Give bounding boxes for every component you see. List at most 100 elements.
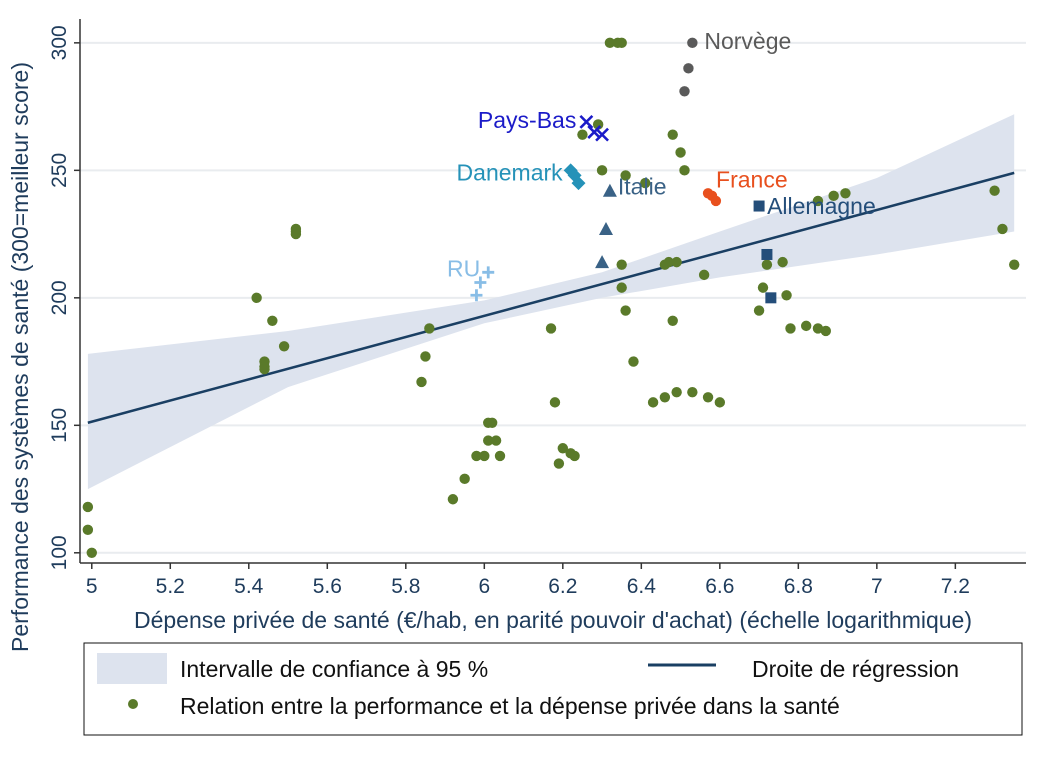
allemagne-label: Allemagne [767, 193, 876, 219]
background-point-49-shape [671, 386, 682, 398]
background-point-26-shape [553, 458, 565, 469]
background-point-25 [549, 397, 561, 408]
background-point-40-shape [628, 356, 639, 367]
background-point-54 [702, 392, 714, 403]
background-point-17 [471, 450, 482, 462]
confidence-band [87, 114, 1015, 490]
background-point-7 [267, 315, 278, 326]
background-point-50-shape [675, 147, 686, 158]
background-point-35 [616, 37, 627, 49]
background-point-65-shape [820, 325, 832, 337]
background-point-56 [753, 305, 765, 316]
legend-band-swatch [97, 653, 167, 684]
background-point-43-shape [659, 392, 671, 403]
y-tick-label-250: 250 [48, 153, 71, 188]
y-tick-label-300: 300 [48, 25, 71, 60]
background-point-13 [420, 351, 431, 362]
y-tick-label-150: 150 [48, 408, 71, 443]
background-point-50 [675, 147, 686, 158]
background-point-2 [86, 547, 97, 559]
legend: Intervalle de confiance à 95 % Droite de… [83, 642, 1023, 736]
background-point-42 [647, 397, 659, 408]
background-point-18 [479, 450, 490, 462]
x-tick-label-7.2: 7.2 [941, 575, 970, 598]
background-point-6 [259, 364, 270, 375]
background-point-58 [761, 259, 773, 270]
ru-point-1-shape [474, 276, 487, 289]
allemagne-point-1-shape [761, 248, 773, 260]
background-point-18-shape [479, 450, 490, 462]
background-point-0-shape [82, 501, 94, 513]
pays-bas-point-2-shape [595, 127, 609, 142]
background-point-65 [820, 325, 832, 337]
x-tick-label-5.4: 5.4 [234, 575, 264, 598]
background-point-8-shape [278, 341, 290, 352]
background-point-61-shape [785, 323, 796, 334]
background-point-67 [840, 188, 851, 199]
background-point-3 [251, 292, 262, 304]
background-point-3-shape [251, 292, 262, 304]
background-point-52-shape [687, 386, 698, 398]
norv-ge-point-2-shape [679, 86, 690, 97]
pays-bas-point-0-shape [579, 114, 594, 129]
pays-bas-point-2 [595, 127, 609, 142]
x-tick-label-5: 5 [86, 575, 98, 598]
danemark-label: Danemark [457, 159, 564, 185]
x-tick-label-5.2: 5.2 [156, 575, 185, 598]
y-tick-label-200: 200 [48, 280, 71, 315]
background-point-25-shape [549, 397, 561, 408]
background-point-60 [781, 290, 792, 301]
background-point-46 [667, 315, 678, 326]
norv-ge-point-0-shape [687, 37, 698, 49]
ru-point-2-shape [470, 289, 483, 302]
pays-bas-point-1 [587, 125, 602, 140]
background-point-68 [989, 185, 1000, 196]
background-point-57-shape [757, 282, 769, 293]
x-tick-label-6.2: 6.2 [548, 575, 577, 598]
background-point-21-shape [486, 417, 498, 428]
italie-point-2-shape [595, 255, 610, 269]
x-tick-label-6.6: 6.6 [705, 575, 734, 598]
background-point-13-shape [420, 351, 431, 362]
ru-label: RU [447, 255, 480, 281]
background-point-17-shape [471, 450, 482, 462]
background-point-8 [278, 341, 290, 352]
danemark-point-2-shape [571, 176, 586, 191]
legend-dot-swatch [128, 699, 138, 709]
background-point-37-shape [616, 282, 627, 293]
pays-bas-label: Pays-Bas [478, 107, 576, 133]
background-point-23 [494, 450, 506, 462]
background-point-29 [569, 450, 580, 462]
background-point-62-shape [800, 320, 812, 332]
pays-bas-point-0 [579, 114, 594, 129]
background-point-7-shape [267, 315, 278, 326]
background-point-12 [416, 376, 427, 388]
background-point-1-shape [82, 524, 94, 536]
italie-point-1-shape [598, 221, 613, 235]
background-point-40 [628, 356, 639, 367]
france-point-2 [710, 195, 722, 207]
background-point-59-shape [777, 256, 788, 268]
norv-ge-point-1 [683, 63, 694, 74]
background-point-47 [671, 256, 682, 268]
background-point-59 [777, 256, 788, 268]
background-point-67-shape [840, 188, 851, 199]
background-point-64 [812, 195, 824, 207]
ru-point-1 [474, 276, 487, 289]
background-point-41-shape [640, 177, 651, 189]
x-tick-label-5.8: 5.8 [391, 575, 420, 598]
background-point-38 [620, 305, 631, 316]
ru-point-0 [482, 266, 495, 279]
background-point-56-shape [753, 305, 765, 316]
background-point-52 [687, 386, 698, 398]
background-point-45-shape [663, 256, 674, 268]
ru-point-2 [470, 289, 483, 302]
background-point-21 [486, 417, 498, 428]
background-point-69-shape [997, 223, 1008, 235]
norv-ge-point-1-shape [683, 63, 694, 74]
background-point-54-shape [702, 392, 714, 403]
background-point-14-shape [424, 323, 435, 334]
background-point-70-shape [1009, 259, 1020, 270]
background-point-26 [553, 458, 565, 469]
background-point-11 [290, 223, 302, 235]
